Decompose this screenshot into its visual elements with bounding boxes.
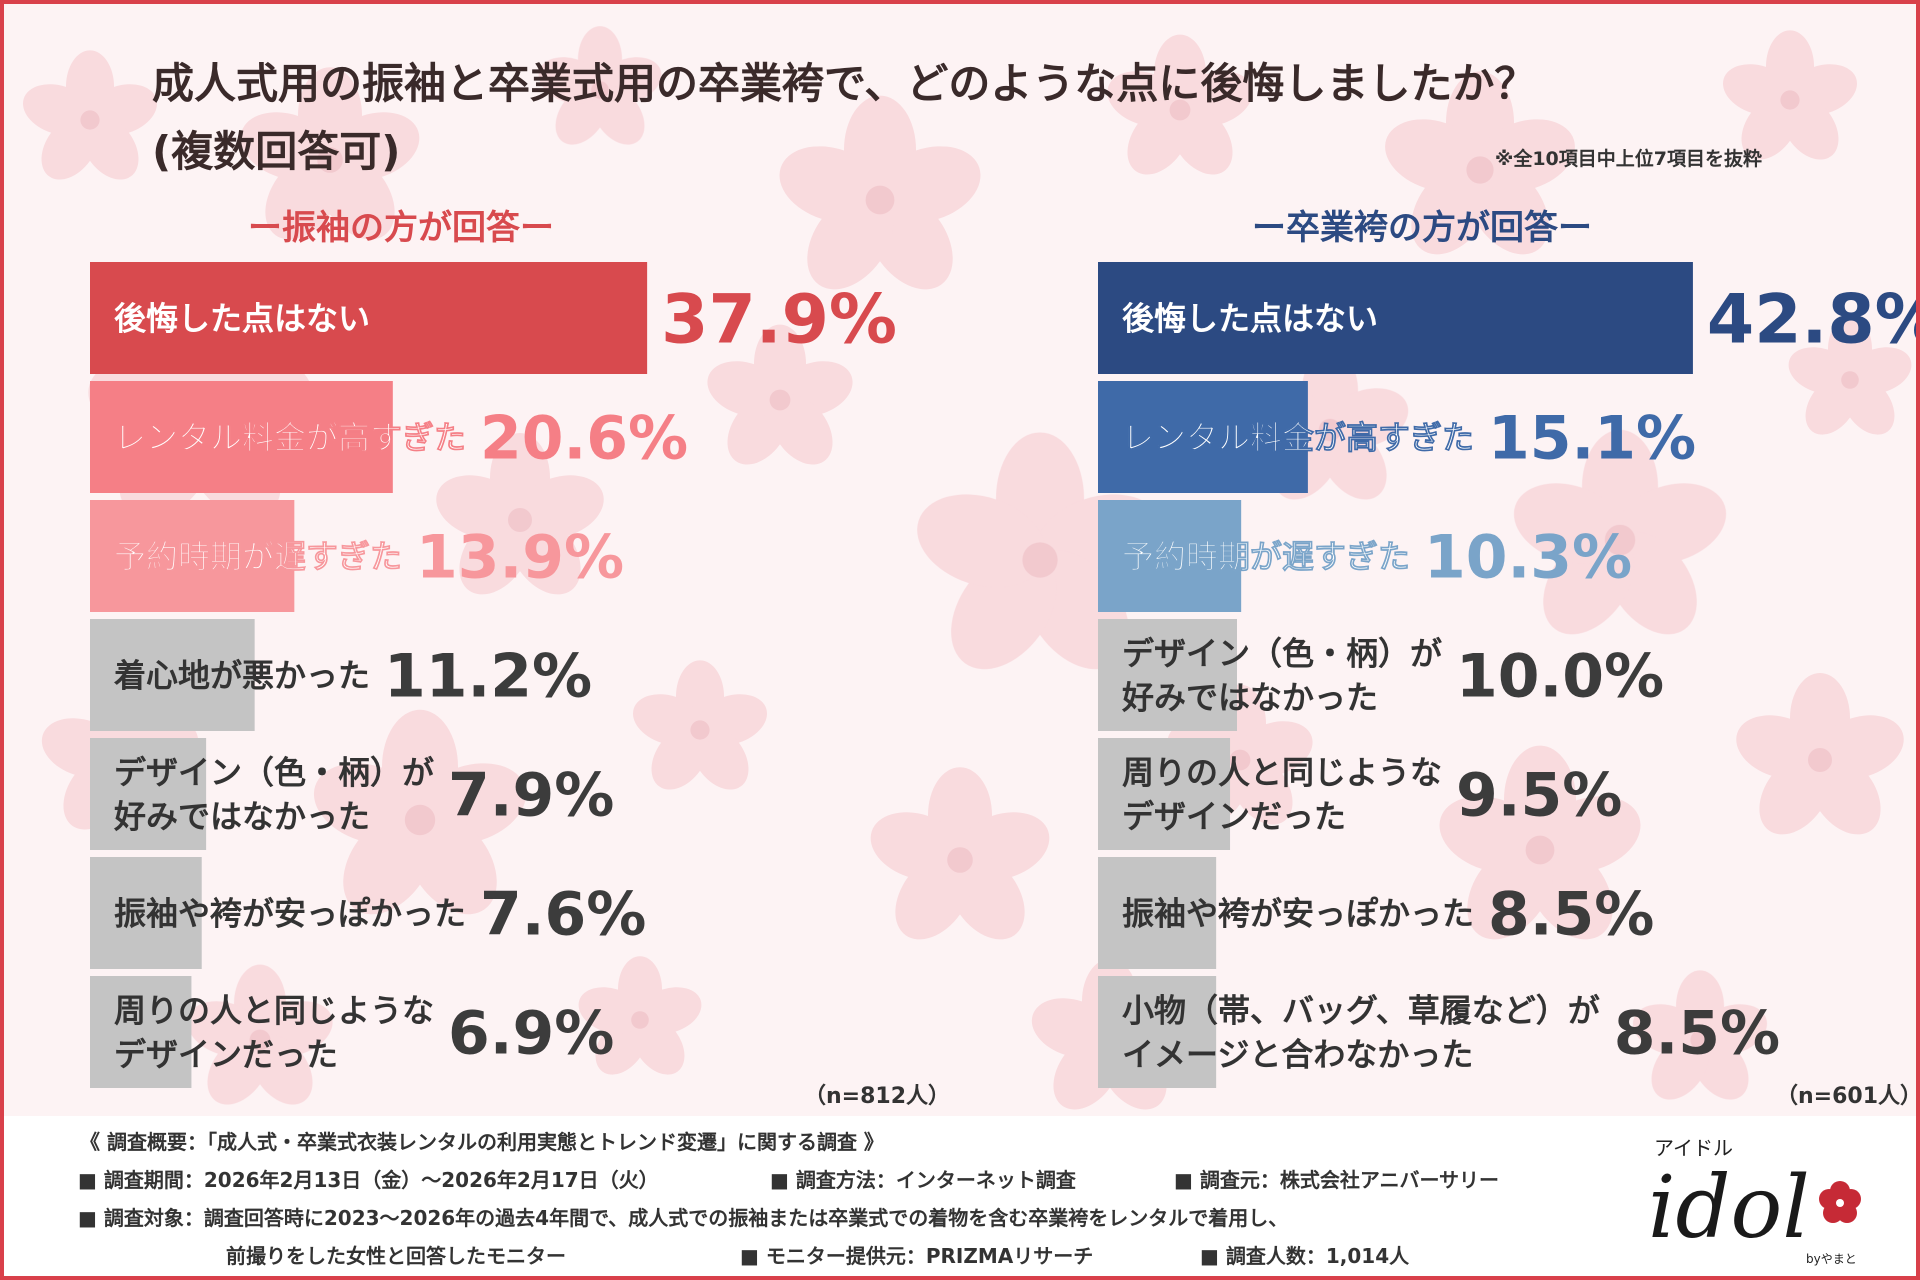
- right-sample-size: （n=601人）: [1776, 1084, 1920, 1109]
- right-bar-label-5: デザインだった: [1122, 798, 1346, 836]
- left-bar-4: [90, 619, 255, 731]
- right-value-label-4: 10.0%: [1456, 642, 1664, 712]
- left-value-label-6: 7.6%: [480, 880, 646, 950]
- left-sample-size: （n=812人）: [804, 1084, 951, 1109]
- right-value-label-5: 9.5%: [1456, 761, 1622, 831]
- left-bar-label-1: 後悔した点はない: [114, 300, 370, 338]
- left-bar-label-7: 周りの人と同じような: [114, 992, 434, 1030]
- left-value-label-4: 11.2%: [384, 642, 592, 712]
- left-value-label-1: 37.9%: [661, 280, 897, 359]
- title-line-2: (複数回答可): [152, 127, 401, 176]
- left-bar-7: [90, 976, 192, 1088]
- survey-target-line-1: ■ 調査対象：調査回答時に2023〜2026年の過去4年間で、成人式での振袖また…: [78, 1206, 1289, 1230]
- left-bar-2: [90, 381, 393, 493]
- left-panel-heading: ー振袖の方が回答ー: [248, 208, 554, 248]
- left-bar-label-5: デザイン（色・柄）が: [114, 754, 434, 792]
- left-value-label-2: 20.6%: [480, 404, 688, 474]
- title-line-1: 成人式用の振袖と卒業式用の卒業袴で、どのような点に後悔しましたか？: [152, 59, 1537, 108]
- right-bar-label-2: レンタル料金が高すぎた: [1122, 419, 1474, 457]
- survey-method: ■ 調査方法：インターネット調査: [770, 1168, 1076, 1192]
- survey-source: ■ 調査元：株式会社アニバーサリー: [1174, 1168, 1500, 1192]
- right-value-label-2: 15.1%: [1488, 404, 1696, 474]
- respondent-count: ■ 調査人数：1,014人: [1200, 1244, 1410, 1268]
- right-bar-label-7: 小物（帯、バッグ、草履など）が: [1122, 992, 1600, 1030]
- right-value-label-7: 8.5%: [1614, 999, 1780, 1069]
- right-bar-label-4: 好みではなかった: [1121, 679, 1378, 717]
- right-bar-label-1: 後悔した点はない: [1122, 300, 1378, 338]
- page-title: 成人式用の振袖と卒業式用の卒業袴で、どのような点に後悔しましたか？ (複数回答可…: [152, 50, 1536, 186]
- right-bar-2: [1098, 381, 1308, 493]
- left-bar-label-7: デザインだった: [114, 1036, 338, 1074]
- left-bar-1: [90, 262, 648, 374]
- logo-word: idol: [1648, 1158, 1810, 1258]
- left-bar-label-3: 予約時期が遅すぎた: [114, 538, 402, 576]
- left-value-label-5: 7.9%: [448, 761, 614, 831]
- survey-target-line-2: 前撮りをした女性と回答したモニター: [226, 1244, 566, 1268]
- right-bar-5: [1098, 738, 1231, 850]
- right-bar-label-5: 周りの人と同じような: [1122, 754, 1442, 792]
- right-bar-1: [1098, 262, 1693, 374]
- survey-period: ■ 調査期間：2026年2月13日（金）〜2026年2月17日（火）: [78, 1168, 659, 1192]
- left-value-label-7: 6.9%: [448, 999, 614, 1069]
- survey-summary: 《 調査概要：「成人式・卒業式衣装レンタルの利用実態とトレンド変遷」に関する調査…: [80, 1130, 884, 1154]
- bar-charts: 後悔した点はない 37.9% レンタル料金が高すぎた 20.6% 予約時期が遅すぎた 13…: [90, 262, 1920, 1088]
- right-bar-label-3: 予約時期が遅すぎた: [1122, 538, 1410, 576]
- left-value-label-3: 13.9%: [416, 523, 624, 593]
- right-panel-heading: ー卒業袴の方が回答ー: [1252, 208, 1592, 248]
- logo-blossom-icon: [1819, 1181, 1861, 1223]
- right-bar-label-7: イメージと合わなかった: [1122, 1036, 1473, 1074]
- left-bar-6: [90, 857, 202, 969]
- left-bar-label-2: レンタル料金が高すぎた: [114, 419, 466, 457]
- logo-kana: アイドル: [1654, 1136, 1733, 1160]
- right-bar-7: [1098, 976, 1217, 1088]
- right-value-label-1: 42.8%: [1707, 280, 1920, 359]
- extract-note: ※全10項目中上位7項目を抜粋: [1494, 148, 1762, 170]
- left-bar-3: [90, 500, 295, 612]
- left-bar-label-5: 好みではなかった: [113, 798, 370, 836]
- right-value-label-3: 10.3%: [1424, 523, 1632, 593]
- right-value-label-6: 8.5%: [1488, 880, 1654, 950]
- left-bar-5: [90, 738, 207, 850]
- right-bar-4: [1098, 619, 1237, 731]
- right-bar-3: [1098, 500, 1242, 612]
- right-bar-label-6: 振袖や袴が安っぽかった: [1122, 895, 1474, 933]
- monitor-provider: ■ モニター提供元：PRIZMAリサーチ: [740, 1244, 1094, 1268]
- logo-by: byやまと: [1806, 1252, 1857, 1266]
- survey-footer: 《 調査概要：「成人式・卒業式衣装レンタルの利用実態とトレンド変遷」に関する調査…: [0, 1116, 1920, 1280]
- right-bar-6: [1098, 857, 1217, 969]
- idol-logo: アイドル idol byやまと: [1648, 1136, 1861, 1266]
- left-bar-label-4: 着心地が悪かった: [113, 657, 370, 695]
- left-bar-label-6: 振袖や袴が安っぽかった: [114, 895, 466, 933]
- right-bar-label-4: デザイン（色・柄）が: [1122, 635, 1442, 673]
